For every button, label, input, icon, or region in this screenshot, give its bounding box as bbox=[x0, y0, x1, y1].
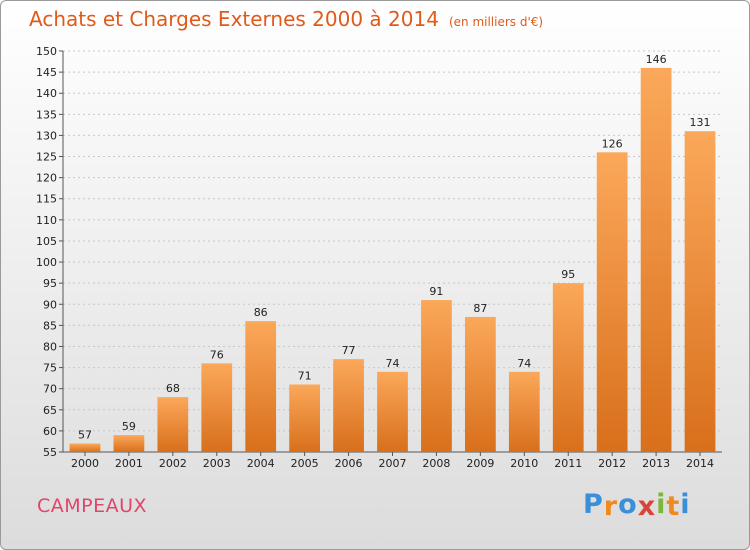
y-tick-label: 90 bbox=[43, 298, 57, 311]
bar-2004 bbox=[245, 321, 277, 452]
y-tick-label: 105 bbox=[36, 235, 57, 248]
x-tick-label: 2002 bbox=[159, 457, 187, 470]
axis-layer: 55 60 65 70 75 80 85 90 95 100 105 110 115 120 125 130 1… bbox=[36, 45, 722, 470]
bar-2001 bbox=[113, 435, 145, 452]
y-tick-label: 70 bbox=[43, 383, 57, 396]
bar-2011 bbox=[552, 283, 584, 452]
bar-2006 bbox=[333, 359, 364, 452]
x-tick-label: 2010 bbox=[510, 457, 538, 470]
x-tick-label: 2006 bbox=[335, 457, 363, 470]
x-tick-label: 2008 bbox=[422, 457, 450, 470]
y-tick-label: 55 bbox=[43, 446, 57, 459]
y-tick-label: 65 bbox=[43, 404, 57, 417]
bar-2002 bbox=[157, 397, 189, 452]
bar-2007 bbox=[377, 371, 408, 452]
y-tick-label: 115 bbox=[36, 193, 57, 206]
x-tick-label: 2001 bbox=[115, 457, 143, 470]
label-layer: 57 59 68 76 86 71 77 74 91 87 74 95 126 146 131 bbox=[78, 53, 711, 442]
data-label-2014: 131 bbox=[690, 116, 711, 129]
x-tick-label: 2007 bbox=[379, 457, 407, 470]
x-tick-label: 2005 bbox=[291, 457, 319, 470]
bar-2008 bbox=[421, 300, 452, 452]
data-label-2010: 74 bbox=[517, 357, 531, 370]
x-tick-label: 2014 bbox=[686, 457, 714, 470]
y-tick-label: 110 bbox=[36, 214, 57, 227]
x-tick-label: 2003 bbox=[203, 457, 231, 470]
data-label-2000: 57 bbox=[78, 429, 92, 442]
logo-letter: P bbox=[583, 489, 604, 520]
bar-2003 bbox=[201, 363, 233, 452]
y-tick-label: 150 bbox=[36, 45, 57, 58]
y-tick-label: 145 bbox=[36, 66, 57, 79]
y-tick-label: 135 bbox=[36, 108, 57, 121]
data-label-2013: 146 bbox=[646, 53, 667, 66]
bar-2009 bbox=[464, 316, 496, 452]
bar-2012 bbox=[596, 152, 628, 452]
data-label-2003: 76 bbox=[210, 348, 224, 361]
bar-2013 bbox=[640, 67, 672, 452]
chart-title: Achats et Charges Externes 2000 à 2014 bbox=[29, 7, 439, 31]
x-tick-label: 2012 bbox=[598, 457, 626, 470]
data-label-2008: 91 bbox=[429, 285, 443, 298]
y-tick-label: 120 bbox=[36, 172, 57, 185]
data-label-2012: 126 bbox=[602, 137, 623, 150]
y-tick-label: 85 bbox=[43, 319, 57, 332]
data-label-2009: 87 bbox=[473, 302, 487, 315]
y-tick-label: 125 bbox=[36, 151, 57, 164]
y-tick-label: 100 bbox=[36, 256, 57, 269]
bar-2010 bbox=[508, 371, 540, 452]
proxiti-logo: Proxiti bbox=[583, 489, 691, 522]
x-tick-label: 2013 bbox=[642, 457, 670, 470]
data-label-2006: 77 bbox=[342, 344, 356, 357]
logo-letter: i bbox=[680, 489, 691, 520]
logo-letter: o bbox=[618, 489, 638, 520]
y-tick-label: 60 bbox=[43, 425, 57, 438]
commune-name: CAMPEAUX bbox=[37, 495, 148, 517]
logo-letter: t bbox=[666, 491, 681, 522]
x-tick-label: 2009 bbox=[466, 457, 494, 470]
data-label-2007: 74 bbox=[386, 357, 400, 370]
chart-subtitle: (en milliers d'€) bbox=[448, 15, 544, 29]
chart-title-block: Achats et Charges Externes 2000 à 2014 (e… bbox=[29, 7, 543, 31]
data-label-2002: 68 bbox=[166, 382, 180, 395]
data-label-2001: 59 bbox=[122, 420, 136, 433]
y-tick-label: 75 bbox=[43, 362, 57, 375]
y-tick-label: 95 bbox=[43, 277, 57, 290]
data-label-2011: 95 bbox=[561, 268, 575, 281]
bar-2000 bbox=[69, 443, 101, 452]
logo-letter: i bbox=[656, 489, 667, 520]
x-tick-label: 2011 bbox=[554, 457, 582, 470]
y-tick-label: 140 bbox=[36, 87, 57, 100]
x-tick-label: 2000 bbox=[71, 457, 99, 470]
bar-layer bbox=[69, 67, 716, 452]
bar-2005 bbox=[289, 384, 321, 452]
y-tick-label: 130 bbox=[36, 129, 57, 142]
x-tick-label: 2004 bbox=[247, 457, 275, 470]
logo-letter: r bbox=[603, 491, 619, 522]
y-tick-label: 80 bbox=[43, 340, 57, 353]
data-label-2004: 86 bbox=[254, 306, 268, 319]
data-label-2005: 71 bbox=[298, 369, 312, 382]
logo-letter: x bbox=[637, 491, 657, 522]
bar-2014 bbox=[684, 131, 716, 452]
